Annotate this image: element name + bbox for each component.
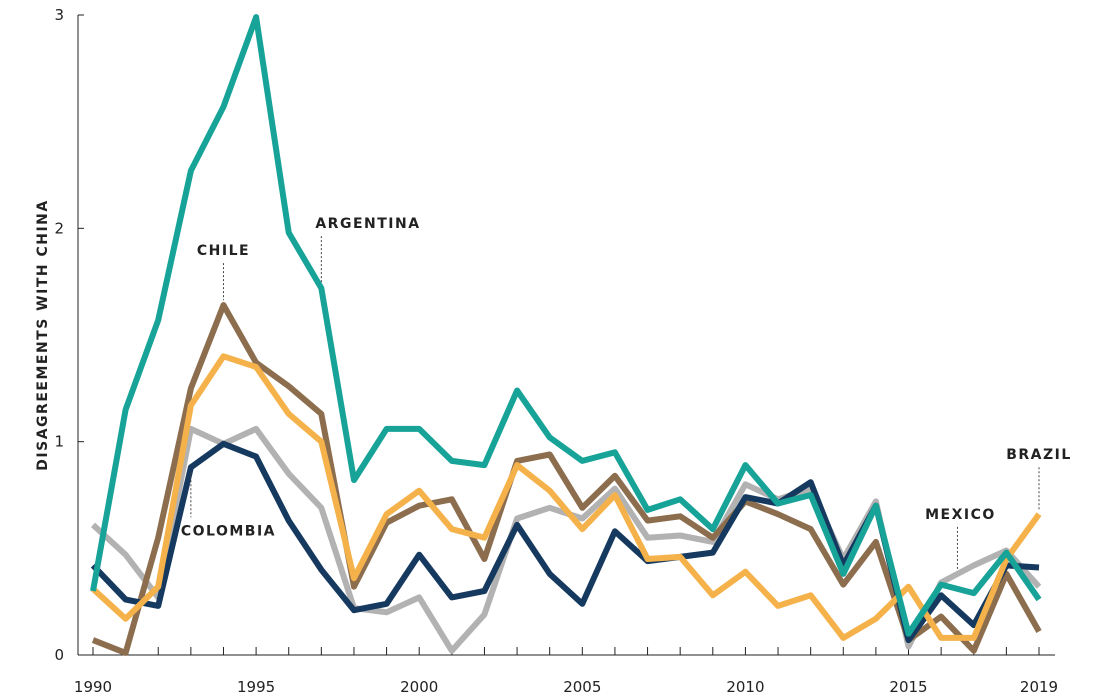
annotation-chile: CHILE bbox=[197, 243, 250, 301]
series-brazil bbox=[90, 353, 1042, 641]
series-line bbox=[90, 353, 1042, 641]
y-axis-title: DISAGREEMENTS WITH CHINA bbox=[35, 199, 51, 470]
series-chile bbox=[91, 302, 1042, 656]
annotation-brazil: BRAZIL bbox=[1006, 447, 1072, 510]
series-line bbox=[90, 14, 1042, 637]
annotation-label: ARGENTINA bbox=[315, 216, 420, 232]
y-tick-label: 2 bbox=[54, 219, 64, 237]
annotation-argentina: ARGENTINA bbox=[315, 216, 420, 284]
annotation-mexico: MEXICO bbox=[925, 507, 996, 569]
y-tick-label: 3 bbox=[54, 6, 64, 24]
x-tick-label: 2015 bbox=[889, 678, 927, 696]
annotation-label: MEXICO bbox=[925, 507, 996, 523]
x-tick-label: 2010 bbox=[726, 678, 764, 696]
annotation-label: COLOMBIA bbox=[181, 523, 276, 539]
x-tick-label: 2005 bbox=[563, 678, 601, 696]
series-line bbox=[90, 425, 1042, 654]
x-tick-label: 1990 bbox=[74, 678, 112, 696]
series-line bbox=[91, 302, 1042, 656]
annotation-colombia: COLOMBIA bbox=[181, 472, 276, 539]
y-tick-label: 0 bbox=[54, 646, 64, 664]
x-tick-label: 1995 bbox=[237, 678, 275, 696]
series-mexico bbox=[90, 425, 1042, 654]
series-layer bbox=[90, 14, 1042, 656]
x-tick-label: 2000 bbox=[400, 678, 438, 696]
annotation-label: CHILE bbox=[197, 243, 250, 259]
annotation-label: BRAZIL bbox=[1006, 447, 1072, 463]
y-tick-label: 1 bbox=[54, 433, 64, 451]
axes: 0 1 2 3 1990 1995 2000 2005 2010 2015 2019 DISAGREE… bbox=[35, 6, 1058, 696]
annotation-layer: CHILE ARGENTINA COLOMBIA MEXICO BRAZIL bbox=[181, 216, 1072, 569]
series-argentina bbox=[90, 14, 1042, 637]
x-tick-label: 2019 bbox=[1020, 678, 1058, 696]
